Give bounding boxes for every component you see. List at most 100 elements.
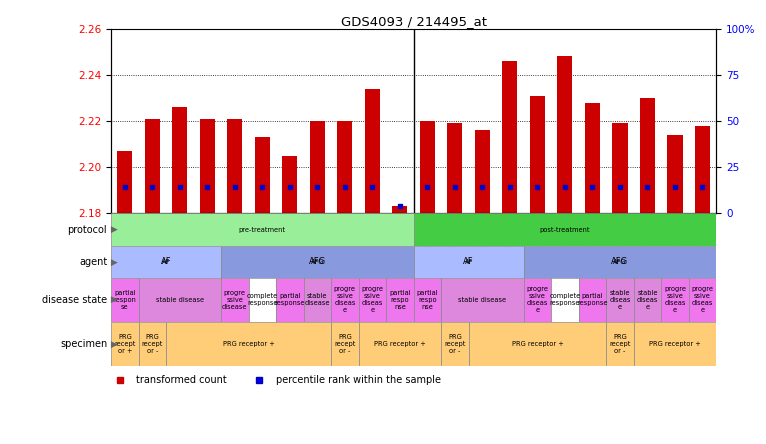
- Text: ▶: ▶: [108, 225, 118, 234]
- Text: progre
ssive
diseas
e: progre ssive diseas e: [692, 286, 713, 313]
- Text: post-treatment: post-treatment: [540, 227, 590, 233]
- Text: stable disease: stable disease: [458, 297, 506, 303]
- Text: complete
response: complete response: [247, 293, 278, 306]
- Bar: [111, 246, 221, 278]
- Text: partial
respo
nse: partial respo nse: [417, 289, 438, 310]
- Bar: [606, 322, 633, 366]
- Bar: [558, 56, 572, 213]
- Bar: [358, 322, 441, 366]
- Text: progre
ssive
diseas
e: progre ssive diseas e: [334, 286, 356, 313]
- Bar: [139, 278, 221, 322]
- Text: AF: AF: [161, 258, 172, 266]
- Bar: [145, 119, 160, 213]
- Bar: [633, 278, 661, 322]
- Text: complete
response: complete response: [549, 293, 581, 306]
- Text: partial
response: partial response: [578, 293, 607, 306]
- Text: specimen: specimen: [60, 339, 107, 349]
- Bar: [255, 137, 270, 213]
- Text: protocol: protocol: [67, 225, 107, 235]
- Text: ▶: ▶: [108, 258, 118, 266]
- Text: ▶: ▶: [108, 340, 118, 349]
- Text: PRG
recept
or -: PRG recept or -: [444, 334, 466, 354]
- Bar: [530, 95, 545, 213]
- Bar: [221, 278, 249, 322]
- Bar: [111, 278, 139, 322]
- Bar: [414, 246, 524, 278]
- Bar: [228, 119, 242, 213]
- Bar: [276, 278, 303, 322]
- Bar: [420, 121, 435, 213]
- Text: pre-treatment: pre-treatment: [239, 227, 286, 233]
- Text: AFG: AFG: [309, 258, 326, 266]
- Text: transformed count: transformed count: [136, 375, 228, 385]
- Bar: [633, 322, 716, 366]
- Bar: [337, 121, 352, 213]
- Text: AFG: AFG: [311, 259, 324, 265]
- Bar: [502, 61, 518, 213]
- Bar: [667, 135, 683, 213]
- Title: GDS4093 / 214495_at: GDS4093 / 214495_at: [341, 15, 486, 28]
- Text: percentile rank within the sample: percentile rank within the sample: [277, 375, 441, 385]
- Bar: [475, 130, 490, 213]
- Bar: [441, 322, 469, 366]
- Text: PRG receptor +: PRG receptor +: [649, 341, 701, 347]
- Bar: [689, 278, 716, 322]
- Text: AFG: AFG: [614, 259, 627, 265]
- Text: partial
respo
nse: partial respo nse: [389, 289, 411, 310]
- Text: progre
ssive
diseas
e: progre ssive diseas e: [664, 286, 686, 313]
- Text: PRG receptor +: PRG receptor +: [374, 341, 426, 347]
- Text: partial
response: partial response: [275, 293, 305, 306]
- Bar: [578, 278, 606, 322]
- Bar: [386, 278, 414, 322]
- Bar: [392, 206, 408, 213]
- Bar: [524, 278, 552, 322]
- Bar: [111, 213, 414, 246]
- Text: agent: agent: [79, 257, 107, 267]
- Bar: [447, 123, 463, 213]
- Bar: [414, 213, 716, 246]
- Bar: [309, 121, 325, 213]
- Text: AF: AF: [464, 259, 473, 265]
- Bar: [172, 107, 188, 213]
- Bar: [640, 98, 655, 213]
- Text: progre
ssive
diseas
e: progre ssive diseas e: [526, 286, 548, 313]
- Bar: [552, 278, 578, 322]
- Bar: [524, 246, 716, 278]
- Bar: [221, 246, 414, 278]
- Text: stable
diseas
e: stable diseas e: [609, 289, 630, 310]
- Bar: [585, 103, 600, 213]
- Bar: [612, 123, 627, 213]
- Bar: [358, 278, 386, 322]
- Text: AF: AF: [463, 258, 474, 266]
- Bar: [606, 278, 633, 322]
- Bar: [469, 322, 606, 366]
- Bar: [139, 322, 166, 366]
- Bar: [441, 278, 524, 322]
- Bar: [661, 278, 689, 322]
- Bar: [414, 278, 441, 322]
- Text: progre
ssive
diseas
e: progre ssive diseas e: [362, 286, 383, 313]
- Bar: [200, 119, 215, 213]
- Bar: [331, 278, 358, 322]
- Text: partial
respon
se: partial respon se: [113, 289, 136, 310]
- Text: PRG
recept
or -: PRG recept or -: [142, 334, 163, 354]
- Bar: [166, 322, 331, 366]
- Text: PRG receptor +: PRG receptor +: [223, 341, 274, 347]
- Bar: [331, 322, 358, 366]
- Bar: [249, 278, 276, 322]
- Bar: [365, 89, 380, 213]
- Bar: [695, 126, 710, 213]
- Bar: [303, 278, 331, 322]
- Text: progre
ssive
disease: progre ssive disease: [222, 289, 247, 310]
- Text: disease state: disease state: [42, 295, 107, 305]
- Text: AFG: AFG: [611, 258, 628, 266]
- Text: stable
diseas
e: stable diseas e: [637, 289, 658, 310]
- Text: PRG receptor +: PRG receptor +: [512, 341, 563, 347]
- Text: AF: AF: [162, 259, 170, 265]
- Bar: [117, 151, 133, 213]
- Bar: [283, 155, 297, 213]
- Bar: [111, 322, 139, 366]
- Text: stable disease: stable disease: [155, 297, 204, 303]
- Text: PRG
recept
or +: PRG recept or +: [114, 334, 136, 354]
- Text: ▶: ▶: [108, 295, 118, 304]
